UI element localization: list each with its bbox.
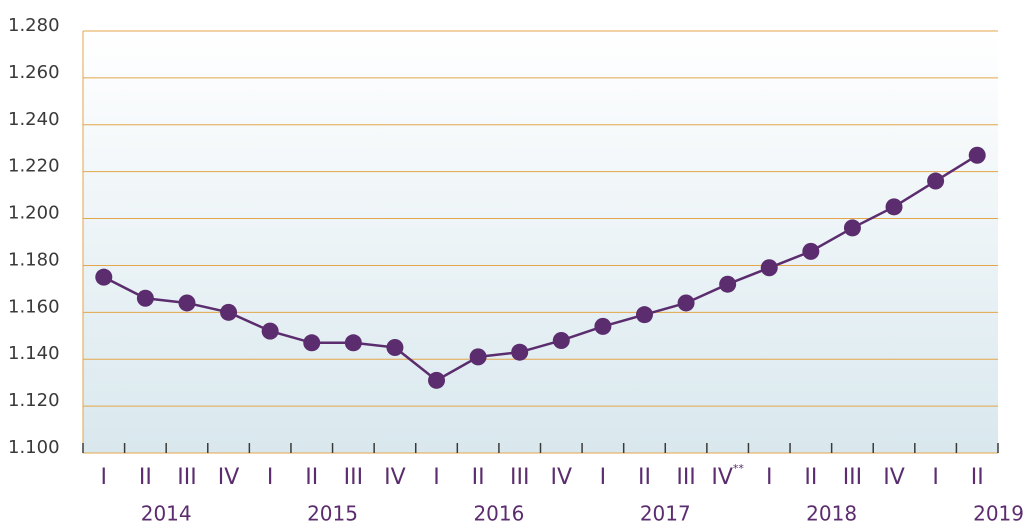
y-tick-label: 1.100: [8, 437, 60, 458]
data-point: [552, 331, 570, 349]
y-tick-label: 1.180: [8, 249, 60, 270]
x-tick-label: IV: [384, 465, 406, 490]
data-point: [303, 334, 321, 352]
x-tick-label: IV**: [711, 462, 744, 490]
data-point: [386, 339, 404, 356]
data-point: [843, 219, 861, 237]
data-point: [344, 334, 362, 352]
data-point: [594, 317, 612, 335]
data-point: [635, 306, 653, 324]
data-point: [760, 259, 778, 277]
y-tick-label: 1.280: [8, 15, 60, 36]
x-tick-label: III: [676, 465, 695, 490]
year-label: 2016: [473, 502, 524, 526]
data-point: [261, 322, 279, 340]
y-tick-label: 1.260: [8, 62, 60, 83]
year-label: 2015: [307, 502, 358, 526]
data-point: [885, 198, 903, 216]
year-label: 2017: [640, 502, 691, 526]
year-label: 2019: [973, 502, 1024, 526]
x-tick-label: II: [804, 465, 817, 490]
data-point: [677, 294, 695, 312]
data-point: [927, 172, 945, 190]
x-tick-label: II: [139, 465, 152, 490]
x-tick-label: I: [433, 465, 440, 490]
y-tick-label: 1.140: [8, 343, 60, 364]
y-tick-label: 1.200: [8, 203, 60, 224]
plot-area: [83, 31, 998, 453]
x-tick-label: II: [472, 465, 485, 490]
data-point: [220, 303, 238, 321]
x-tick-label: III: [344, 465, 363, 490]
x-tick-label: IV: [883, 465, 905, 490]
data-point: [802, 242, 820, 260]
x-tick-label: I: [267, 465, 274, 490]
year-label: 2014: [141, 502, 192, 526]
x-tick-label: IV: [551, 465, 573, 490]
x-tick-label: III: [177, 465, 196, 490]
data-point: [95, 268, 113, 286]
data-point: [968, 146, 986, 164]
y-tick-label: 1.240: [8, 109, 60, 130]
x-tick-label: II: [638, 465, 651, 490]
series-line: [103, 154, 978, 382]
x-tick-label: III: [510, 465, 529, 490]
data-point: [136, 289, 154, 307]
y-tick-label: 1.160: [8, 296, 60, 317]
x-tick-label: II: [971, 465, 984, 490]
x-tick-label: I: [932, 465, 939, 490]
y-tick-label: 1.220: [8, 156, 60, 177]
y-tick-label: 1.120: [8, 390, 60, 411]
x-tick-label: I: [766, 465, 773, 490]
data-point: [469, 348, 487, 366]
x-tick-label: I: [101, 465, 108, 490]
x-tick-label: II: [305, 465, 318, 490]
data-point: [719, 275, 737, 293]
data-point: [178, 294, 196, 312]
data-point: [428, 371, 446, 389]
year-label: 2018: [806, 502, 857, 526]
x-tick-label: III: [843, 465, 862, 490]
data-point: [511, 343, 529, 361]
x-tick-label: IV: [218, 465, 240, 490]
x-tick-label: I: [600, 465, 607, 490]
